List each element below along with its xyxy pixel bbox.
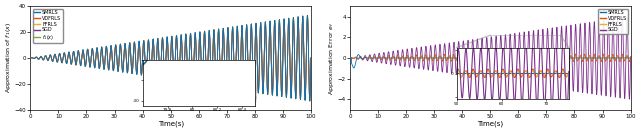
Bar [490, 35, 561, 81]
Legend: SMRLS, VDFRLS, FFRLS, SGD, $f_1(x)$: SMRLS, VDFRLS, FFRLS, SGD, $f_1(x)$ [33, 9, 63, 43]
Legend: SMRLS, VDFRLS, FFRLS, SGD: SMRLS, VDFRLS, FFRLS, SGD [598, 9, 628, 34]
X-axis label: Time(s): Time(s) [157, 120, 184, 127]
Y-axis label: Approximation of $f_1(x)$: Approximation of $f_1(x)$ [4, 22, 13, 94]
Bar [253, 92, 256, 97]
X-axis label: Time(s): Time(s) [477, 120, 503, 127]
Y-axis label: Approximation Error $e_f$: Approximation Error $e_f$ [327, 21, 336, 95]
